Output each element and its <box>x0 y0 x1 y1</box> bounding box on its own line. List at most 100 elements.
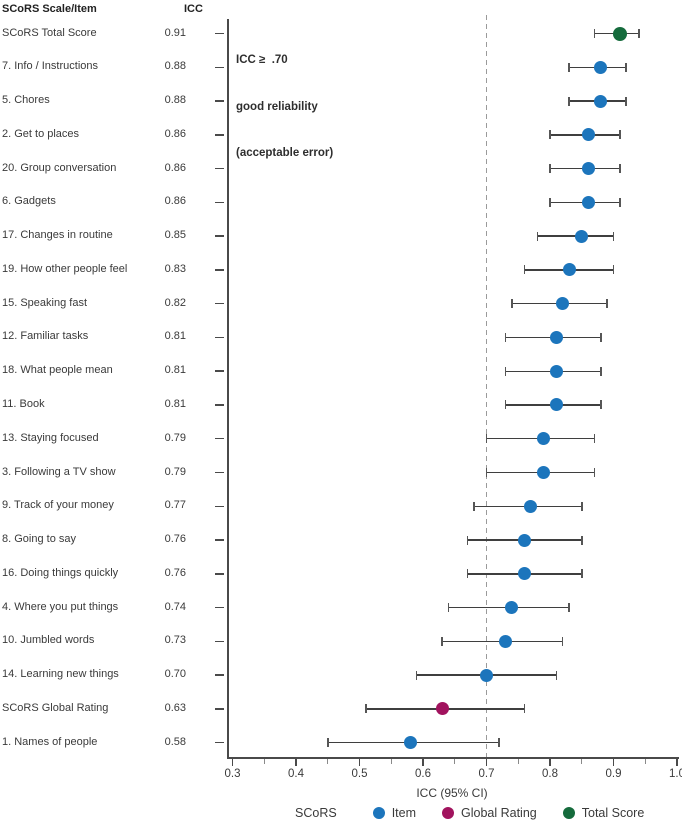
row-icc-value: 0.79 <box>164 465 186 478</box>
y-axis-tick <box>215 336 224 339</box>
x-tick-label: 0.9 <box>605 768 622 780</box>
y-axis-tick <box>215 505 224 508</box>
row-label: SCoRS Total Score <box>2 26 97 39</box>
row-label: 11. Book <box>2 397 45 410</box>
row-icc-value: 0.86 <box>164 161 186 174</box>
row-label: 6. Gadgets <box>2 195 56 208</box>
y-axis-tick <box>215 32 224 35</box>
data-point-item <box>537 466 551 479</box>
row-icc-value: 0.88 <box>164 94 186 107</box>
annotation-line-2: good reliability <box>236 100 318 113</box>
ci-cap-low <box>523 265 526 275</box>
data-point-item <box>581 128 595 142</box>
ci-cap-low <box>473 501 475 511</box>
row-icc-value: 0.76 <box>164 533 186 546</box>
legend-label: Global Rating <box>461 806 537 820</box>
row-label: 2. Get to places <box>2 127 80 140</box>
x-major-tick <box>295 759 297 766</box>
y-axis-tick <box>215 302 224 305</box>
ci-cap-low <box>326 738 329 748</box>
data-point-item <box>480 668 493 682</box>
ci-cap-high <box>593 468 596 477</box>
x-tick-label: 1.0 <box>669 768 682 780</box>
x-major-tick <box>485 759 488 766</box>
data-point-item <box>575 229 589 243</box>
y-axis-tick <box>215 741 224 744</box>
total-dot-icon <box>562 807 575 819</box>
x-tick-label: 0.4 <box>288 768 304 780</box>
data-point-item <box>518 567 532 581</box>
row-label: 12. Familiar tasks <box>2 330 89 343</box>
ci-cap-high <box>600 400 602 410</box>
row-label: 16. Doing things quickly <box>2 566 119 579</box>
x-tick-label: 0.8 <box>542 768 558 780</box>
row-label: 4. Where you put things <box>2 600 119 613</box>
row-label: 13. Staying focused <box>2 431 99 444</box>
reference-dashed-line <box>485 15 488 757</box>
data-point-item <box>581 195 595 209</box>
y-axis-tick <box>215 640 224 643</box>
ci-cap-high <box>600 332 602 342</box>
y-axis-tick <box>215 269 224 271</box>
row-label: SCoRS Global Rating <box>2 701 109 714</box>
ci-cap-low <box>549 164 551 174</box>
y-axis-tick <box>215 66 224 69</box>
data-point-item <box>537 432 551 446</box>
ci-cap-low <box>504 332 507 342</box>
legend-item-item: Item <box>372 806 416 820</box>
x-major-tick <box>676 759 678 766</box>
data-point-global <box>435 702 449 716</box>
data-point-item <box>505 601 519 615</box>
row-icc-value: 0.82 <box>164 296 186 309</box>
ci-cap-low <box>415 670 418 680</box>
ci-cap-low <box>441 636 443 646</box>
y-axis-tick <box>215 471 224 474</box>
x-minor-tick <box>581 759 583 764</box>
x-minor-tick <box>517 759 519 764</box>
y-axis-line <box>227 19 229 759</box>
row-label: 9. Track of your money <box>2 499 114 512</box>
legend-item-total: Total Score <box>562 806 645 820</box>
row-label: 14. Learning new things <box>2 668 119 681</box>
y-axis-tick <box>215 167 224 170</box>
y-axis-tick <box>215 235 224 237</box>
row-icc-value: 0.91 <box>164 26 186 39</box>
data-point-item <box>594 94 608 108</box>
ci-cap-high <box>625 96 627 106</box>
column-header-icc: ICC <box>184 3 203 15</box>
ci-cap-high <box>638 29 640 38</box>
ci-cap-high <box>606 299 608 309</box>
ci-cap-high <box>561 636 564 646</box>
row-icc-value: 0.86 <box>164 127 186 140</box>
ci-cap-low <box>447 603 450 613</box>
ci-cap-high <box>619 197 621 207</box>
annotation-line-1: ICC ≥ .70 <box>236 54 288 66</box>
row-icc-value: 0.88 <box>164 60 186 73</box>
row-label: 1. Names of people <box>2 735 98 748</box>
row-icc-value: 0.77 <box>164 499 186 512</box>
column-header-scale-item: SCoRS Scale/Item <box>2 3 97 15</box>
legend-label: Total Score <box>581 806 645 820</box>
ci-cap-low <box>466 535 469 545</box>
row-icc-value: 0.83 <box>164 262 186 275</box>
y-axis-tick <box>215 201 224 204</box>
annotation-line-3: (acceptable error) <box>236 147 334 159</box>
row-label: 8. Going to say <box>2 533 76 546</box>
ci-cap-high <box>498 738 500 748</box>
ci-cap-low <box>485 434 488 444</box>
ci-cap-low <box>568 62 570 72</box>
x-tick-label: 0.7 <box>478 768 495 780</box>
x-major-tick <box>231 759 234 766</box>
data-point-item <box>594 60 608 74</box>
ci-cap-high <box>612 265 615 275</box>
ci-cap-low <box>593 29 596 38</box>
y-axis-tick <box>215 404 224 406</box>
y-axis-tick <box>215 674 224 676</box>
ci-cap-low <box>549 197 551 207</box>
ci-cap-low <box>504 366 507 376</box>
row-label: 7. Info / Instructions <box>2 60 98 73</box>
row-label: 20. Group conversation <box>2 161 117 174</box>
data-point-item <box>518 533 532 547</box>
y-axis-tick <box>215 539 224 541</box>
